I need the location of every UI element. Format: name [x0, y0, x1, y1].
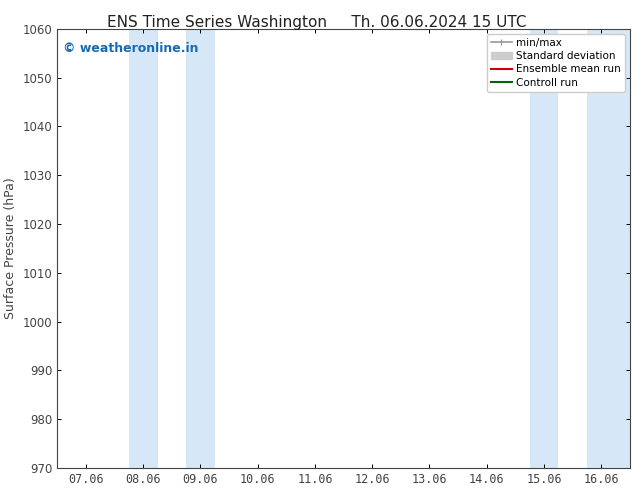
- Text: ENS Time Series Washington     Th. 06.06.2024 15 UTC: ENS Time Series Washington Th. 06.06.202…: [107, 15, 527, 30]
- Bar: [186, 29, 215, 468]
- Bar: [529, 29, 559, 468]
- Y-axis label: Surface Pressure (hPa): Surface Pressure (hPa): [4, 177, 17, 319]
- Text: © weatheronline.in: © weatheronline.in: [63, 42, 198, 55]
- Legend: min/max, Standard deviation, Ensemble mean run, Controll run: min/max, Standard deviation, Ensemble me…: [486, 34, 624, 92]
- Bar: [587, 29, 630, 468]
- Bar: [129, 29, 157, 468]
